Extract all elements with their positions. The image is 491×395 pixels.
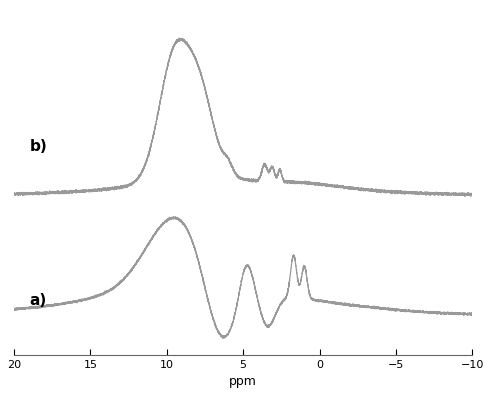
- X-axis label: ppm: ppm: [229, 375, 257, 388]
- Text: b): b): [29, 139, 47, 154]
- Text: a): a): [29, 293, 47, 308]
